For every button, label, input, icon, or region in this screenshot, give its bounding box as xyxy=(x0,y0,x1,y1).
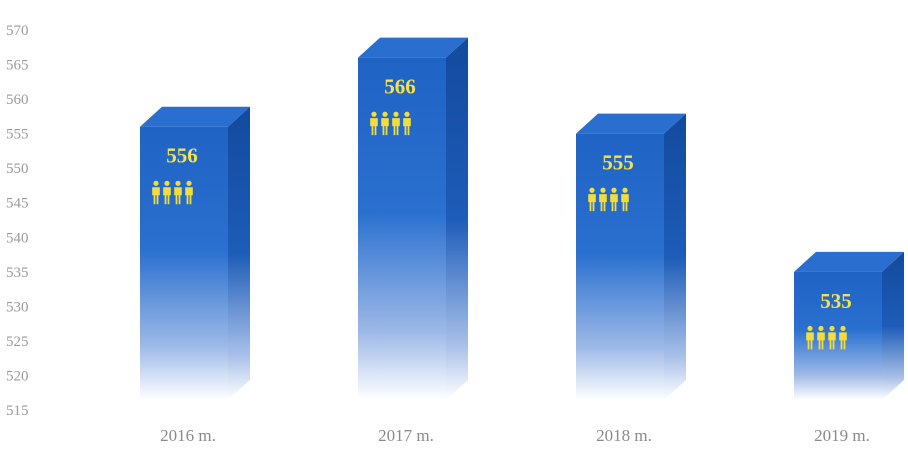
x-axis: 2016 m. 2017 m. 2018 m. 2019 m. xyxy=(160,426,870,445)
y-tick-label: 545 xyxy=(6,196,29,212)
y-tick-label: 570 xyxy=(6,23,29,39)
x-category-label: 2018 m. xyxy=(596,426,652,445)
bar-top-face xyxy=(794,251,904,272)
bars: 556 566 555 535 xyxy=(140,37,904,401)
bar-value-label: 555 xyxy=(602,151,634,175)
y-tick-label: 565 xyxy=(6,58,29,74)
bar-side-face xyxy=(882,251,904,400)
bar-top-face xyxy=(576,113,686,134)
x-category-label: 2016 m. xyxy=(160,426,216,445)
bar-top-face xyxy=(140,106,250,127)
y-tick-label: 515 xyxy=(6,403,29,419)
y-tick-label: 535 xyxy=(6,265,29,281)
y-tick-label: 555 xyxy=(6,127,29,143)
y-tick-label: 550 xyxy=(6,161,29,177)
y-tick-label: 530 xyxy=(6,299,29,315)
y-tick-label: 540 xyxy=(6,230,29,246)
bar-top-face xyxy=(358,37,468,58)
bar-front-face xyxy=(140,126,228,401)
y-tick-label: 520 xyxy=(6,368,29,384)
bar-side-face xyxy=(446,37,468,401)
y-tick-label: 525 xyxy=(6,334,29,350)
bar-value-label: 566 xyxy=(384,75,416,99)
bar-value-label: 535 xyxy=(820,289,852,313)
x-category-label: 2017 m. xyxy=(378,426,434,445)
bar-side-face xyxy=(664,113,686,401)
bar-front-face xyxy=(576,133,664,401)
bar-side-face xyxy=(228,106,250,401)
y-tick-label: 560 xyxy=(6,92,29,108)
y-axis: 515 520 525 530 535 540 545 550 555 560 565 570 xyxy=(6,23,29,419)
bar: 566 xyxy=(358,37,468,401)
x-category-label: 2019 m. xyxy=(814,426,870,445)
bar: 535 xyxy=(794,251,904,400)
bar-value-label: 556 xyxy=(166,144,198,168)
bar: 555 xyxy=(576,113,686,401)
bar-front-face xyxy=(358,57,446,401)
bar: 556 xyxy=(140,106,250,401)
